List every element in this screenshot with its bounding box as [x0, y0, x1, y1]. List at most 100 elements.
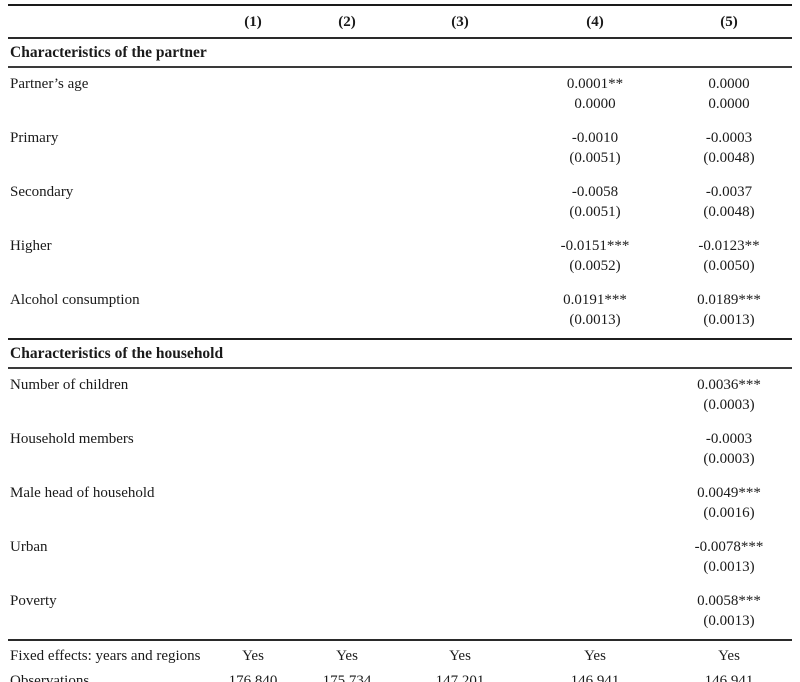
se-cell — [208, 449, 298, 477]
coef-cell — [524, 585, 666, 611]
coef-cell — [396, 284, 524, 310]
table-row-se: (0.0016) — [8, 503, 792, 531]
obs-cell: 146,941 — [524, 669, 666, 682]
coef-cell — [208, 284, 298, 310]
column-header-2: (2) — [298, 4, 396, 39]
table-header: (1) (2) (3) (4) (5) — [8, 4, 792, 39]
coef-cell — [396, 122, 524, 148]
coef-cell — [524, 531, 666, 557]
coef-cell — [524, 423, 666, 449]
section-header-partner: Characteristics of the partner — [8, 37, 792, 68]
table-row: Primary -0.0010 -0.0003 — [8, 122, 792, 148]
se-cell — [396, 503, 524, 531]
se-cell — [396, 256, 524, 284]
row-label: Poverty — [10, 593, 57, 609]
se-cell: (0.0013) — [703, 613, 755, 629]
se-cell — [208, 395, 298, 423]
se-cell — [524, 503, 666, 531]
coef-cell — [298, 477, 396, 503]
coef-cell — [396, 230, 524, 256]
se-cell — [208, 611, 298, 640]
se-cell — [298, 256, 396, 284]
coef-cell — [524, 368, 666, 395]
fe-cell: Yes — [396, 639, 524, 669]
table-row: Urban -0.0078*** — [8, 531, 792, 557]
table-row-se: (0.0051) (0.0048) — [8, 148, 792, 176]
table-row-se: (0.0052) (0.0050) — [8, 256, 792, 284]
fe-cell: Yes — [524, 639, 666, 669]
table-row: Number of children 0.0036*** — [8, 368, 792, 395]
column-header-3: (3) — [396, 4, 524, 39]
se-cell: (0.0003) — [703, 451, 755, 467]
empty-cell — [8, 557, 208, 585]
coef-cell — [298, 585, 396, 611]
section-title: Characteristics of the partner — [8, 37, 792, 68]
se-cell: 0.0000 — [574, 96, 616, 112]
se-cell — [208, 202, 298, 230]
coef-cell: -0.0078*** — [694, 539, 764, 555]
se-cell — [524, 557, 666, 585]
obs-cell: 146,941 — [666, 669, 792, 682]
column-header-5: (5) — [666, 4, 792, 39]
coef-cell — [208, 230, 298, 256]
coef-cell — [298, 423, 396, 449]
coef-cell — [396, 67, 524, 94]
table-row-se: (0.0051) (0.0048) — [8, 202, 792, 230]
coef-cell — [396, 477, 524, 503]
se-cell — [524, 611, 666, 640]
se-cell: (0.0052) — [569, 258, 621, 274]
fixed-effects-row: Fixed effects: years and regions Yes Yes… — [8, 639, 792, 669]
column-header-1: (1) — [208, 4, 298, 39]
header-empty-cell — [8, 4, 208, 39]
se-cell — [396, 94, 524, 122]
coef-cell: 0.0191*** — [563, 292, 627, 308]
se-cell — [298, 395, 396, 423]
empty-cell — [8, 148, 208, 176]
table-row-se: 0.0000 0.0000 — [8, 94, 792, 122]
se-cell — [208, 94, 298, 122]
se-cell — [208, 557, 298, 585]
se-cell: (0.0048) — [703, 150, 755, 166]
coef-cell: 0.0049*** — [697, 485, 761, 501]
coef-cell: 0.0001** — [566, 76, 624, 92]
coef-cell — [298, 122, 396, 148]
row-label: Alcohol consumption — [10, 292, 140, 308]
se-cell — [208, 310, 298, 339]
se-cell: (0.0013) — [569, 312, 621, 328]
coef-cell: 0.0036*** — [697, 377, 761, 393]
table-row-se: (0.0013) — [8, 557, 792, 585]
se-cell — [396, 557, 524, 585]
coef-cell — [298, 284, 396, 310]
coef-cell — [298, 230, 396, 256]
fe-cell: Yes — [208, 639, 298, 669]
se-cell — [208, 503, 298, 531]
obs-cell: 176,840 — [208, 669, 298, 682]
row-label: Male head of household — [10, 485, 155, 501]
coef-cell: -0.0058 — [571, 184, 619, 200]
coef-cell: -0.0003 — [705, 431, 753, 447]
coef-cell — [208, 122, 298, 148]
se-cell — [298, 557, 396, 585]
coef-cell: -0.0010 — [571, 130, 619, 146]
empty-cell — [8, 310, 208, 339]
table-row-se: (0.0003) — [8, 395, 792, 423]
se-cell — [298, 449, 396, 477]
table-row: Poverty 0.0058*** — [8, 585, 792, 611]
coef-cell — [208, 368, 298, 395]
row-label: Number of children — [10, 377, 129, 393]
se-cell — [298, 148, 396, 176]
empty-cell — [8, 256, 208, 284]
se-cell — [208, 148, 298, 176]
coef-cell: 0.0058*** — [697, 593, 761, 609]
coef-cell — [396, 585, 524, 611]
coef-cell: -0.0037 — [705, 184, 753, 200]
obs-cell: 147,201 — [396, 669, 524, 682]
se-cell: (0.0050) — [703, 258, 755, 274]
row-label: Secondary — [10, 184, 74, 200]
fe-cell: Yes — [298, 639, 396, 669]
se-cell — [396, 449, 524, 477]
coef-cell — [208, 531, 298, 557]
fe-cell: Yes — [666, 639, 792, 669]
se-cell — [298, 310, 396, 339]
